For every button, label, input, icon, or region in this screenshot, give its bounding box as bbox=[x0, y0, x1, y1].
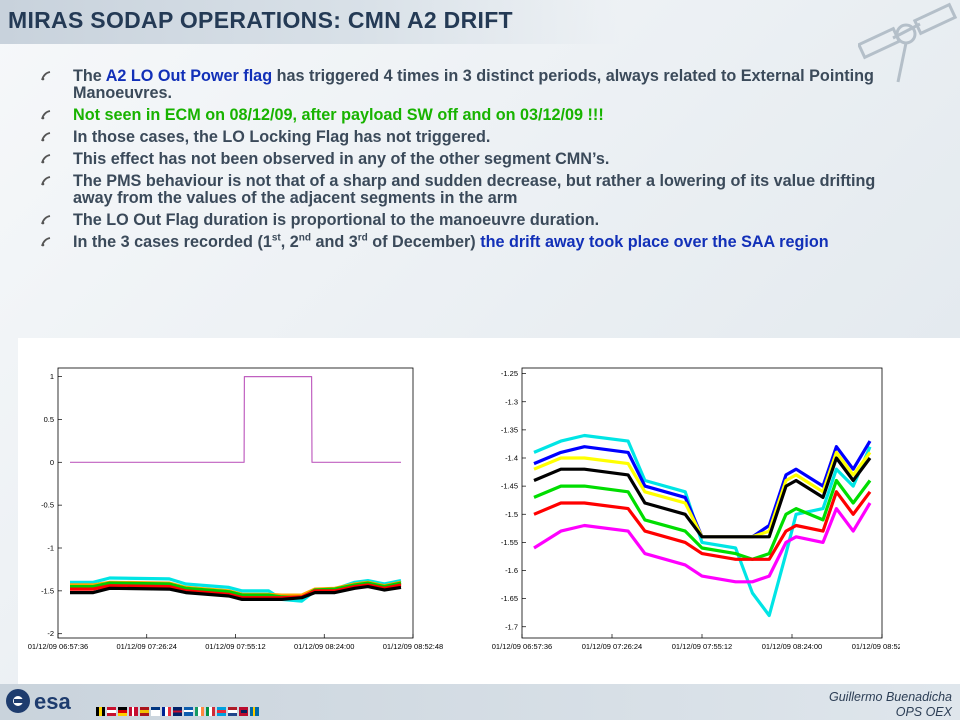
x-tick-label: 01/12/09 06:57:36 bbox=[28, 642, 88, 651]
series-line bbox=[70, 581, 402, 600]
x-tick-label: 01/12/09 07:55:12 bbox=[672, 642, 732, 651]
bullet-item: This effect has not been observed in any… bbox=[38, 151, 918, 168]
bullet-text: st bbox=[271, 232, 281, 244]
y-tick-label: -1.55 bbox=[501, 538, 518, 547]
y-tick-label: -1.45 bbox=[501, 482, 518, 491]
plot-area: 1 0.5 0 -0.5 -1 -1.5 -2 01/12/09 06:57:36 01/12/… bbox=[18, 338, 960, 684]
series-line bbox=[70, 585, 402, 601]
x-tick-label: 01/12/09 07:55:12 bbox=[205, 642, 265, 651]
series-line bbox=[533, 478, 872, 561]
x-tick-label: 01/12/09 07:26:24 bbox=[582, 642, 642, 651]
bullet-text: of December) bbox=[367, 233, 481, 251]
y-tick-label: -1.5 bbox=[505, 510, 518, 519]
bullet-icon bbox=[41, 110, 51, 120]
bullet-text: nd bbox=[298, 232, 311, 244]
bullet-icon bbox=[41, 71, 51, 81]
y-tick-label: -1.5 bbox=[41, 586, 54, 595]
bullet-item: The A2 LO Out Power flag has triggered 4… bbox=[38, 68, 918, 102]
x-tick-label: 01/12/09 08:24:00 bbox=[762, 642, 822, 651]
title-bar bbox=[0, 0, 620, 44]
bullet-icon bbox=[41, 237, 51, 247]
bullet-icon bbox=[41, 176, 51, 186]
bullet-text: , 2 bbox=[280, 233, 299, 251]
series-line bbox=[70, 375, 401, 463]
x-tick-label: 01/12/09 08:52:48 bbox=[383, 642, 443, 651]
y-tick-label: -1.65 bbox=[501, 594, 518, 603]
y-tick-label: -1.4 bbox=[505, 454, 518, 463]
page-title: MIRAS SODAP OPERATIONS: CMN A2 DRIFT bbox=[8, 7, 513, 33]
y-tick-label: -1.25 bbox=[501, 369, 518, 378]
bullet-text: A2 LO Out Power flag bbox=[105, 67, 273, 85]
bullet-item: The PMS behaviour is not that of a sharp… bbox=[38, 173, 918, 207]
x-tick-label: 01/12/09 08:52:48 bbox=[852, 642, 900, 651]
y-tick-label: -1.7 bbox=[505, 622, 518, 631]
satellite-icon bbox=[858, 2, 958, 83]
x-tick-label: 01/12/09 08:24:00 bbox=[294, 642, 354, 651]
y-tick-label: -1 bbox=[47, 544, 54, 553]
chart-pms-drift: -1.25 -1.3 -1.35 -1.4 -1.45 -1.5 -1.55 -1.6 -1.6… bbox=[492, 367, 900, 651]
series-line bbox=[70, 583, 402, 600]
bullet-icon bbox=[41, 215, 51, 225]
author-unit: OPS OEX bbox=[895, 705, 952, 719]
esa-logo: esa bbox=[6, 689, 71, 714]
bullet-text: The bbox=[73, 67, 106, 85]
esa-logo-text: esa bbox=[34, 689, 71, 714]
bullet-text: In the 3 cases recorded (1 bbox=[73, 233, 272, 251]
bullet-icon bbox=[41, 132, 51, 142]
member-flags bbox=[96, 707, 259, 716]
y-tick-label: -1.6 bbox=[505, 566, 518, 575]
y-tick-label: 0 bbox=[50, 458, 54, 467]
y-tick-label: -1.35 bbox=[501, 425, 518, 434]
bullet-list: The A2 LO Out Power flag has triggered 4… bbox=[38, 68, 918, 256]
bullet-text: the drift away took place over the SAA r… bbox=[480, 233, 829, 251]
series-line bbox=[533, 456, 872, 539]
y-tick-label: -0.5 bbox=[41, 501, 54, 510]
y-tick-label: 1 bbox=[50, 372, 54, 381]
bullet-item: The LO Out Flag duration is proportional… bbox=[38, 212, 918, 229]
y-tick-label: -1.3 bbox=[505, 397, 518, 406]
chart-lo-flag: 1 0.5 0 -0.5 -1 -1.5 -2 01/12/09 06:57:36 01/12/… bbox=[28, 367, 443, 651]
bullet-text: rd bbox=[357, 232, 368, 244]
series-line bbox=[533, 433, 872, 618]
bullet-text: The PMS behaviour is not that of a sharp… bbox=[73, 172, 876, 207]
x-tick-label: 01/12/09 06:57:36 bbox=[492, 642, 552, 651]
bullet-icon bbox=[41, 154, 51, 164]
author-block: Guillermo Buenadicha OPS OEX bbox=[829, 690, 952, 720]
series-line bbox=[533, 502, 872, 584]
y-tick-label: -2 bbox=[47, 629, 54, 638]
author-name: Guillermo Buenadicha bbox=[829, 690, 952, 704]
bullet-text: The LO Out Flag duration is proportional… bbox=[73, 211, 600, 229]
bullet-item: In those cases, the LO Locking Flag has … bbox=[38, 129, 918, 146]
bullet-text: has triggered 4 times in 3 distinct peri… bbox=[73, 67, 874, 102]
x-tick-label: 01/12/09 07:26:24 bbox=[117, 642, 177, 651]
bullet-item: In the 3 cases recorded (1st, 2nd and 3r… bbox=[38, 232, 918, 251]
bullet-item: Not seen in ECM on 08/12/09, after paylo… bbox=[38, 107, 918, 124]
bullet-text: In those cases, the LO Locking Flag has … bbox=[73, 128, 491, 146]
series-line bbox=[533, 490, 872, 561]
bullet-text: Not seen in ECM on 08/12/09, after paylo… bbox=[73, 106, 604, 124]
y-tick-label: 0.5 bbox=[44, 415, 54, 424]
bullet-text: This effect has not been observed in any… bbox=[73, 150, 610, 168]
bullet-text: and 3 bbox=[310, 233, 358, 251]
